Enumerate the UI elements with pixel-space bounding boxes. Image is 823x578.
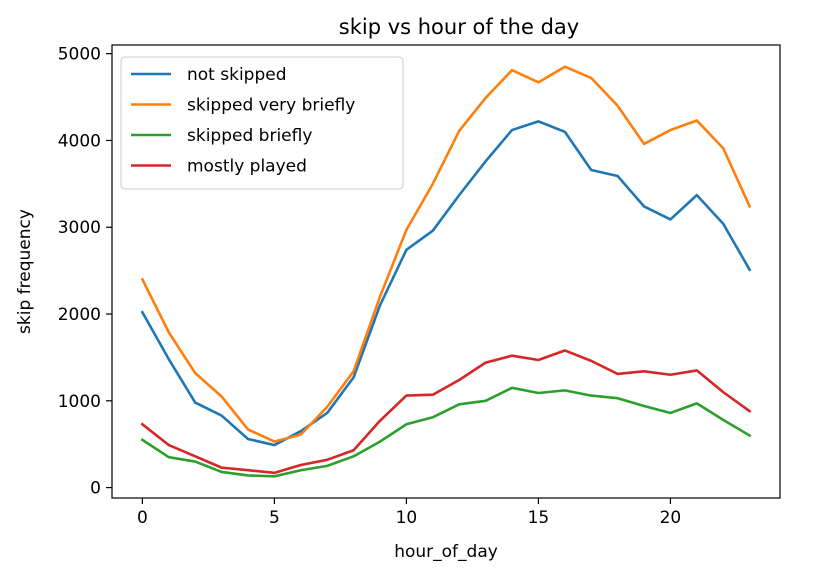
x-tick-label: 15 <box>528 508 550 528</box>
y-tick-label: 4000 <box>58 131 101 151</box>
axis-ticks: 0 5 10 15 20 0 1000 2000 3000 4000 5000 <box>58 45 682 528</box>
series-line-1 <box>140 120 752 447</box>
x-tick-label: 20 <box>660 508 682 528</box>
x-tick-label: 10 <box>396 508 418 528</box>
x-tick-label: 0 <box>137 508 148 528</box>
y-tick-label: 2000 <box>58 305 101 325</box>
y-tick-label: 1000 <box>58 392 101 412</box>
series-line-3 <box>140 386 752 478</box>
plot-area <box>111 44 781 499</box>
x-tick-label: 5 <box>269 508 280 528</box>
legend-label-3: skipped briefly <box>187 126 312 146</box>
x-axis-label: hour_of_day <box>394 542 498 562</box>
legend-box <box>120 56 404 190</box>
legend-label-2: skipped very briefly <box>187 96 355 116</box>
legend: not skipped skipped very briefly skipped b… <box>120 56 404 190</box>
series-line-2 <box>140 65 752 443</box>
series-lines <box>140 65 752 478</box>
y-tick-label: 5000 <box>58 45 101 65</box>
legend-label-4: mostly played <box>187 157 307 177</box>
legend-label-1: not skipped <box>187 65 287 85</box>
chart-title: skip vs hour of the day <box>339 15 579 39</box>
y-tick-label: 3000 <box>58 218 101 238</box>
y-tick-label: 0 <box>90 479 101 499</box>
y-axis-label: skip frequency <box>15 209 35 334</box>
series-line-4 <box>140 349 752 475</box>
